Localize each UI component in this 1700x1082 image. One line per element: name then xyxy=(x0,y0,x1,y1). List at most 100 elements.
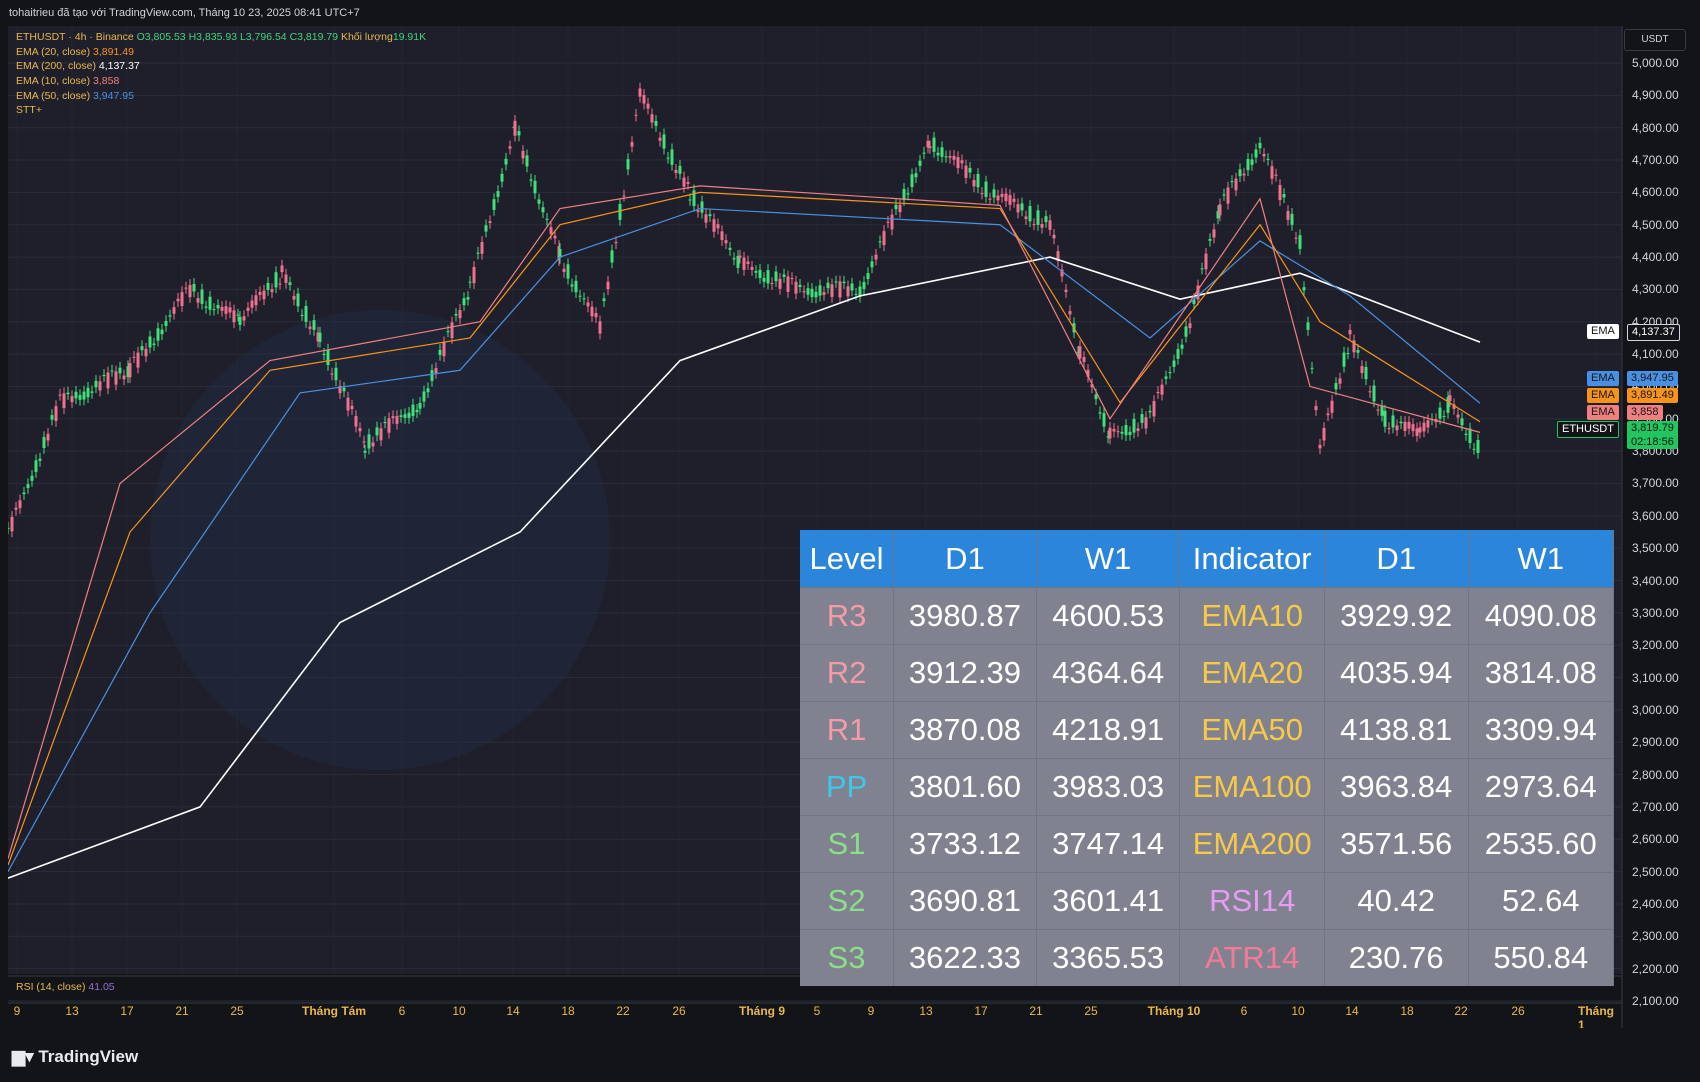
candle-body xyxy=(882,231,886,246)
candle-body xyxy=(94,380,98,388)
candle-body xyxy=(375,427,379,436)
candle-body xyxy=(558,248,562,258)
candle-body xyxy=(1036,210,1040,225)
candle-body xyxy=(296,293,300,307)
candle-body xyxy=(480,242,484,254)
candle-body xyxy=(1040,223,1044,228)
candle-body xyxy=(484,225,488,232)
candle-body xyxy=(594,313,598,318)
candle-body xyxy=(367,434,371,449)
table-cell-d1: 3912.39 xyxy=(893,644,1037,702)
candle-body xyxy=(132,356,136,358)
price-tag-value: 4,137.37 xyxy=(1627,324,1680,341)
tradingview-logo[interactable]: ▆▾ TradingView xyxy=(12,1047,138,1067)
candle-body xyxy=(1352,340,1356,353)
price-tick: 4,700.00 xyxy=(1632,153,1679,168)
table-row: PP 3801.60 3983.03 EMA100 3963.84 2973.64 xyxy=(800,758,1615,816)
time-axis[interactable]: 9 13 17 21 25 Tháng Tám 6 10 14 18 22 26 Tháng 9 5 9 13… xyxy=(8,1004,1622,1032)
table-row: R1 3870.08 4218.91 EMA50 4138.81 3309.94 xyxy=(800,701,1615,759)
candle-body xyxy=(14,507,18,510)
candle-body xyxy=(570,284,574,287)
candle-body xyxy=(1208,239,1212,241)
candle-body xyxy=(984,181,988,197)
price-axis[interactable]: 5,000.00 4,900.00 4,800.00 4,700.00 4,600.00… xyxy=(1624,26,1700,1008)
candle-body xyxy=(1212,229,1216,238)
price-tick: 2,700.00 xyxy=(1632,799,1679,814)
indicator-legend-2[interactable]: EMA (10, close) 3,858 xyxy=(16,74,426,89)
candle-body xyxy=(1226,187,1230,204)
price-tick: 4,400.00 xyxy=(1632,250,1679,265)
time-tick: 13 xyxy=(919,1004,933,1018)
candle-body xyxy=(517,131,521,136)
candle-body xyxy=(686,182,690,184)
candle-body xyxy=(704,214,708,223)
candle-body xyxy=(658,137,662,141)
table-cell-w1: 3601.41 xyxy=(1036,872,1181,930)
candle-body xyxy=(806,288,810,295)
candle-body xyxy=(774,271,778,282)
candle-body xyxy=(618,204,622,220)
candle-body xyxy=(238,316,242,325)
price-tag-label: EMA xyxy=(1587,324,1619,339)
candle-body xyxy=(742,257,746,270)
table-header-cell: W1 xyxy=(1468,530,1615,588)
candle-body xyxy=(674,169,678,173)
candle-body xyxy=(1032,224,1036,226)
price-tick: 3,100.00 xyxy=(1632,670,1679,685)
table-cell-level: R3 xyxy=(800,587,895,645)
candle-body xyxy=(1270,166,1274,179)
indicator-legend-1[interactable]: EMA (200, close) 4,137.37 xyxy=(16,59,426,74)
candle-body xyxy=(1156,391,1160,394)
price-tick: 2,400.00 xyxy=(1632,896,1679,911)
candle-body xyxy=(1102,413,1106,427)
candle-body xyxy=(826,282,830,289)
candle-body xyxy=(1044,216,1048,223)
table-cell-d1: 3690.81 xyxy=(893,872,1037,930)
candle-body xyxy=(1254,149,1258,158)
candle-body xyxy=(188,284,192,298)
candle-body xyxy=(922,152,926,154)
symbol-label[interactable]: ETHUSDT · 4h · Binance xyxy=(16,31,134,43)
candle-body xyxy=(102,374,106,377)
candle-body xyxy=(1090,384,1094,388)
candle-body xyxy=(1446,397,1450,413)
candle-body xyxy=(858,286,862,297)
candle-body xyxy=(156,328,160,341)
candle-body xyxy=(642,95,646,104)
candle-body xyxy=(513,120,517,136)
candle-body xyxy=(152,343,156,345)
table-cell-ind: EMA200 xyxy=(1179,815,1325,873)
candle-body xyxy=(266,282,270,290)
candle-body xyxy=(1238,169,1242,177)
candle-body xyxy=(666,157,670,159)
ema-line xyxy=(8,207,1481,872)
candle-body xyxy=(312,320,316,330)
candle-body xyxy=(1282,194,1286,198)
candle-body xyxy=(1348,329,1352,335)
candle-body xyxy=(1172,360,1176,367)
time-tick: 6 xyxy=(398,1004,406,1018)
time-tick: 25 xyxy=(1084,1004,1098,1018)
time-tick: Tháng 1 xyxy=(1578,1004,1614,1032)
indicator-legend-0[interactable]: EMA (20, close) 3,891.49 xyxy=(16,45,426,60)
indicator-value: 3,891.49 xyxy=(93,45,134,58)
candle-body xyxy=(786,276,790,292)
currency-unit-button[interactable]: USDT xyxy=(1624,29,1686,51)
candle-body xyxy=(1196,285,1200,300)
indicator-stt[interactable]: STT+ xyxy=(16,104,42,117)
candle-body xyxy=(1064,289,1068,293)
table-row: R2 3912.39 4364.64 EMA20 4035.94 3814.08 xyxy=(800,644,1615,702)
price-tick: 4,900.00 xyxy=(1632,88,1679,103)
candle-body xyxy=(1132,418,1136,433)
candle-body xyxy=(936,152,940,156)
table-cell-w1: 3365.53 xyxy=(1036,929,1181,986)
indicator-legend-3[interactable]: EMA (50, close) 3,947.95 xyxy=(16,89,426,104)
candle-body xyxy=(136,352,140,368)
candle-body xyxy=(254,295,258,306)
candle-body xyxy=(338,385,342,394)
candle-body xyxy=(128,363,132,378)
table-cell-ind: EMA100 xyxy=(1179,758,1325,816)
candle-body xyxy=(602,298,606,302)
candle-body xyxy=(1148,410,1152,413)
